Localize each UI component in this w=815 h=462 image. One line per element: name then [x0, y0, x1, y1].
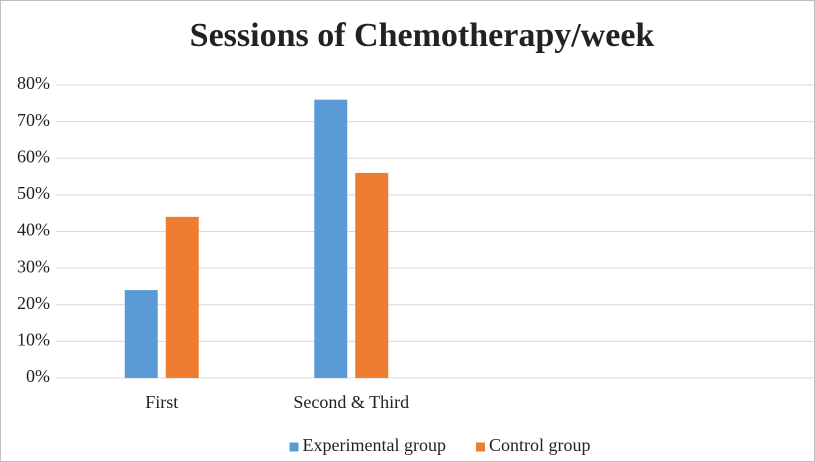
legend-swatch: [289, 442, 299, 452]
bar: [124, 290, 158, 378]
legend-swatch: [475, 442, 485, 452]
y-tick-label: 0%: [26, 366, 50, 386]
y-tick-label: 60%: [17, 146, 50, 166]
y-tick-label: 20%: [17, 293, 50, 313]
y-tick-label: 30%: [17, 256, 50, 276]
legend-label: Experimental group: [303, 435, 446, 455]
bar: [355, 172, 389, 378]
y-tick-label: 10%: [17, 330, 50, 350]
y-tick-label: 80%: [17, 73, 50, 93]
bar: [314, 99, 348, 379]
y-tick-label: 50%: [17, 183, 50, 203]
x-tick-label: Second & Third: [293, 392, 409, 412]
bar: [165, 216, 199, 378]
legend-label: Control group: [489, 435, 591, 455]
y-tick-label: 70%: [17, 110, 50, 130]
x-tick-label: First: [145, 392, 178, 412]
y-tick-label: 40%: [17, 220, 50, 240]
chart-title: Sessions of Chemotherapy/week: [190, 17, 655, 54]
